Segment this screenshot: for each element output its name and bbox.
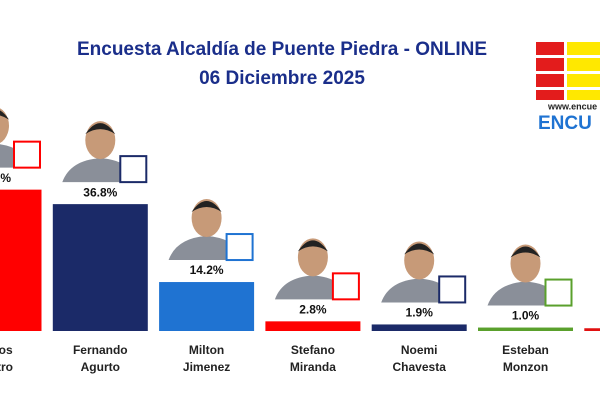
- x-tick-label: Fernando Agurto: [73, 343, 128, 374]
- value-label: 2.8%: [299, 303, 327, 317]
- photo-head: [297, 238, 328, 277]
- party-logo: [331, 272, 360, 301]
- bar: [265, 321, 361, 331]
- value-label: 36.8%: [83, 185, 117, 199]
- x-tick-label: Stefano Miranda: [290, 343, 336, 374]
- photo-hair: [510, 246, 541, 258]
- photo-head: [510, 244, 541, 283]
- bar: [478, 327, 573, 331]
- bar: [0, 189, 42, 331]
- photo-head: [191, 199, 222, 238]
- photo-hair: [85, 123, 116, 135]
- bar: [159, 282, 255, 331]
- bar: [371, 324, 467, 331]
- photo-hair: [297, 240, 328, 252]
- photo-head: [85, 121, 116, 160]
- photo-hair: [404, 243, 435, 255]
- logo-text: ENCU: [538, 113, 592, 134]
- chart-title: Encuesta Alcaldía de Puente Piedra - ONL…: [77, 39, 487, 60]
- x-tick-label: Milton Jimenez: [183, 343, 230, 374]
- party-logo: [225, 233, 254, 262]
- party-logo: [544, 278, 573, 307]
- value-label: 1.0%: [512, 309, 540, 323]
- photo-hair: [191, 201, 222, 213]
- value-label: 1.9%: [406, 306, 434, 320]
- logo: www.encue ENCU: [536, 42, 600, 134]
- chart-subtitle: 06 Diciembre 2025: [199, 68, 365, 89]
- photo-hair: [0, 110, 9, 120]
- party-logo: [119, 155, 148, 184]
- logo-url: www.encue: [547, 101, 597, 111]
- photo-head: [404, 241, 435, 280]
- party-logo: [13, 140, 41, 169]
- x-tick-label: CarlosCastro: [0, 343, 13, 374]
- x-tick-label: Esteban Monzon: [502, 343, 549, 374]
- x-tick-label: Noemi Chavesta: [393, 343, 447, 374]
- bar: [584, 328, 600, 331]
- bar: [52, 204, 148, 331]
- value-label: 14.2%: [190, 263, 224, 277]
- party-logo: [438, 275, 467, 304]
- value-label: 41.0%: [0, 171, 11, 185]
